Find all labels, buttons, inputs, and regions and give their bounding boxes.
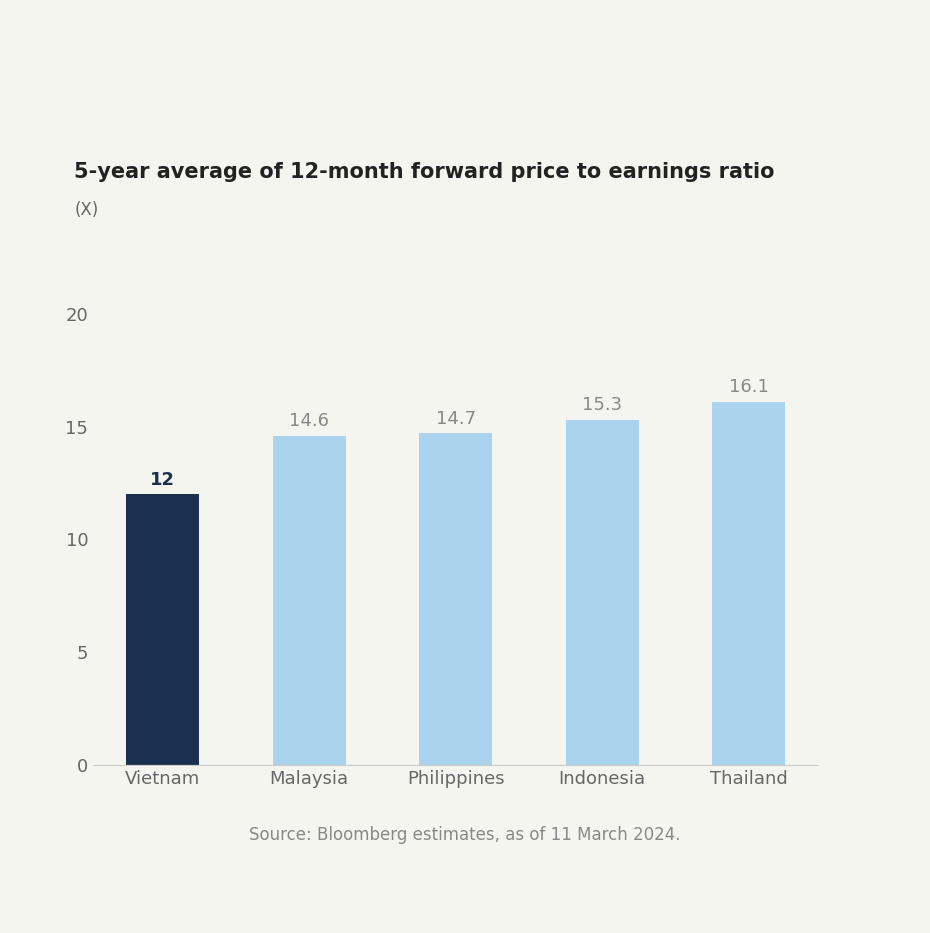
Text: 14.7: 14.7 [435,410,476,427]
Text: 15.3: 15.3 [582,397,622,414]
Bar [712,402,786,765]
Text: (X): (X) [74,202,99,219]
Bar [419,433,492,765]
Bar [565,420,639,765]
Text: Source: Bloomberg estimates, as of 11 March 2024.: Source: Bloomberg estimates, as of 11 Ma… [249,826,681,843]
Text: 14.6: 14.6 [289,412,329,430]
Text: 5-year average of 12-month forward price to earnings ratio: 5-year average of 12-month forward price… [74,162,775,182]
Text: 12: 12 [150,470,175,489]
Text: 16.1: 16.1 [729,378,769,397]
Bar [272,436,346,765]
Bar [126,494,199,765]
